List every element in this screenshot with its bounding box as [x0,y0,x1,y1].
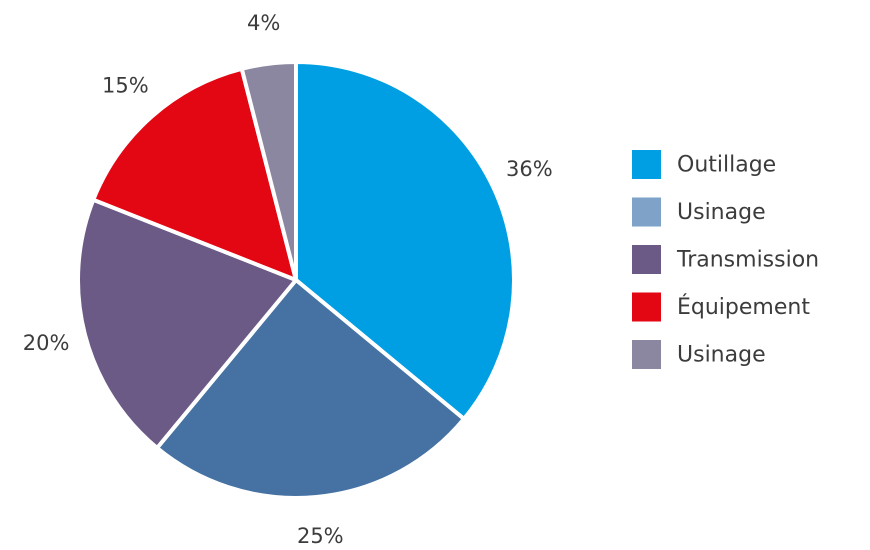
pie-slice-1 [294,60,516,421]
pie-slice-4 [91,66,298,282]
pie-slice-labels: 36% 25% 20% 15% 4% [23,11,553,548]
pie-slice-2 [155,278,466,500]
legend-swatch-3 [632,245,661,274]
pie-slice-3 [76,197,298,450]
legend-label-3: Transmission [676,248,819,273]
slice-value-label-4: 15% [102,74,149,98]
legend-swatch-1 [632,150,661,179]
legend-label-4: Équipement [677,294,810,320]
legend-label-5: Usinage [677,343,766,368]
legend-swatch-5 [632,340,661,369]
slice-value-label-3: 20% [23,331,70,355]
legend: Outillage Usinage Transmission Équipement Us… [632,150,819,369]
pie-slices [76,60,516,500]
slice-value-label-2: 25% [297,524,344,548]
pie-slice-5 [239,60,298,282]
slice-value-label-1: 36% [506,157,553,181]
legend-label-1: Outillage [677,153,776,178]
legend-swatch-4 [632,292,661,322]
legend-swatch-2 [632,197,661,227]
legend-label-2: Usinage [677,200,766,225]
slice-value-label-5: 4% [247,11,280,35]
